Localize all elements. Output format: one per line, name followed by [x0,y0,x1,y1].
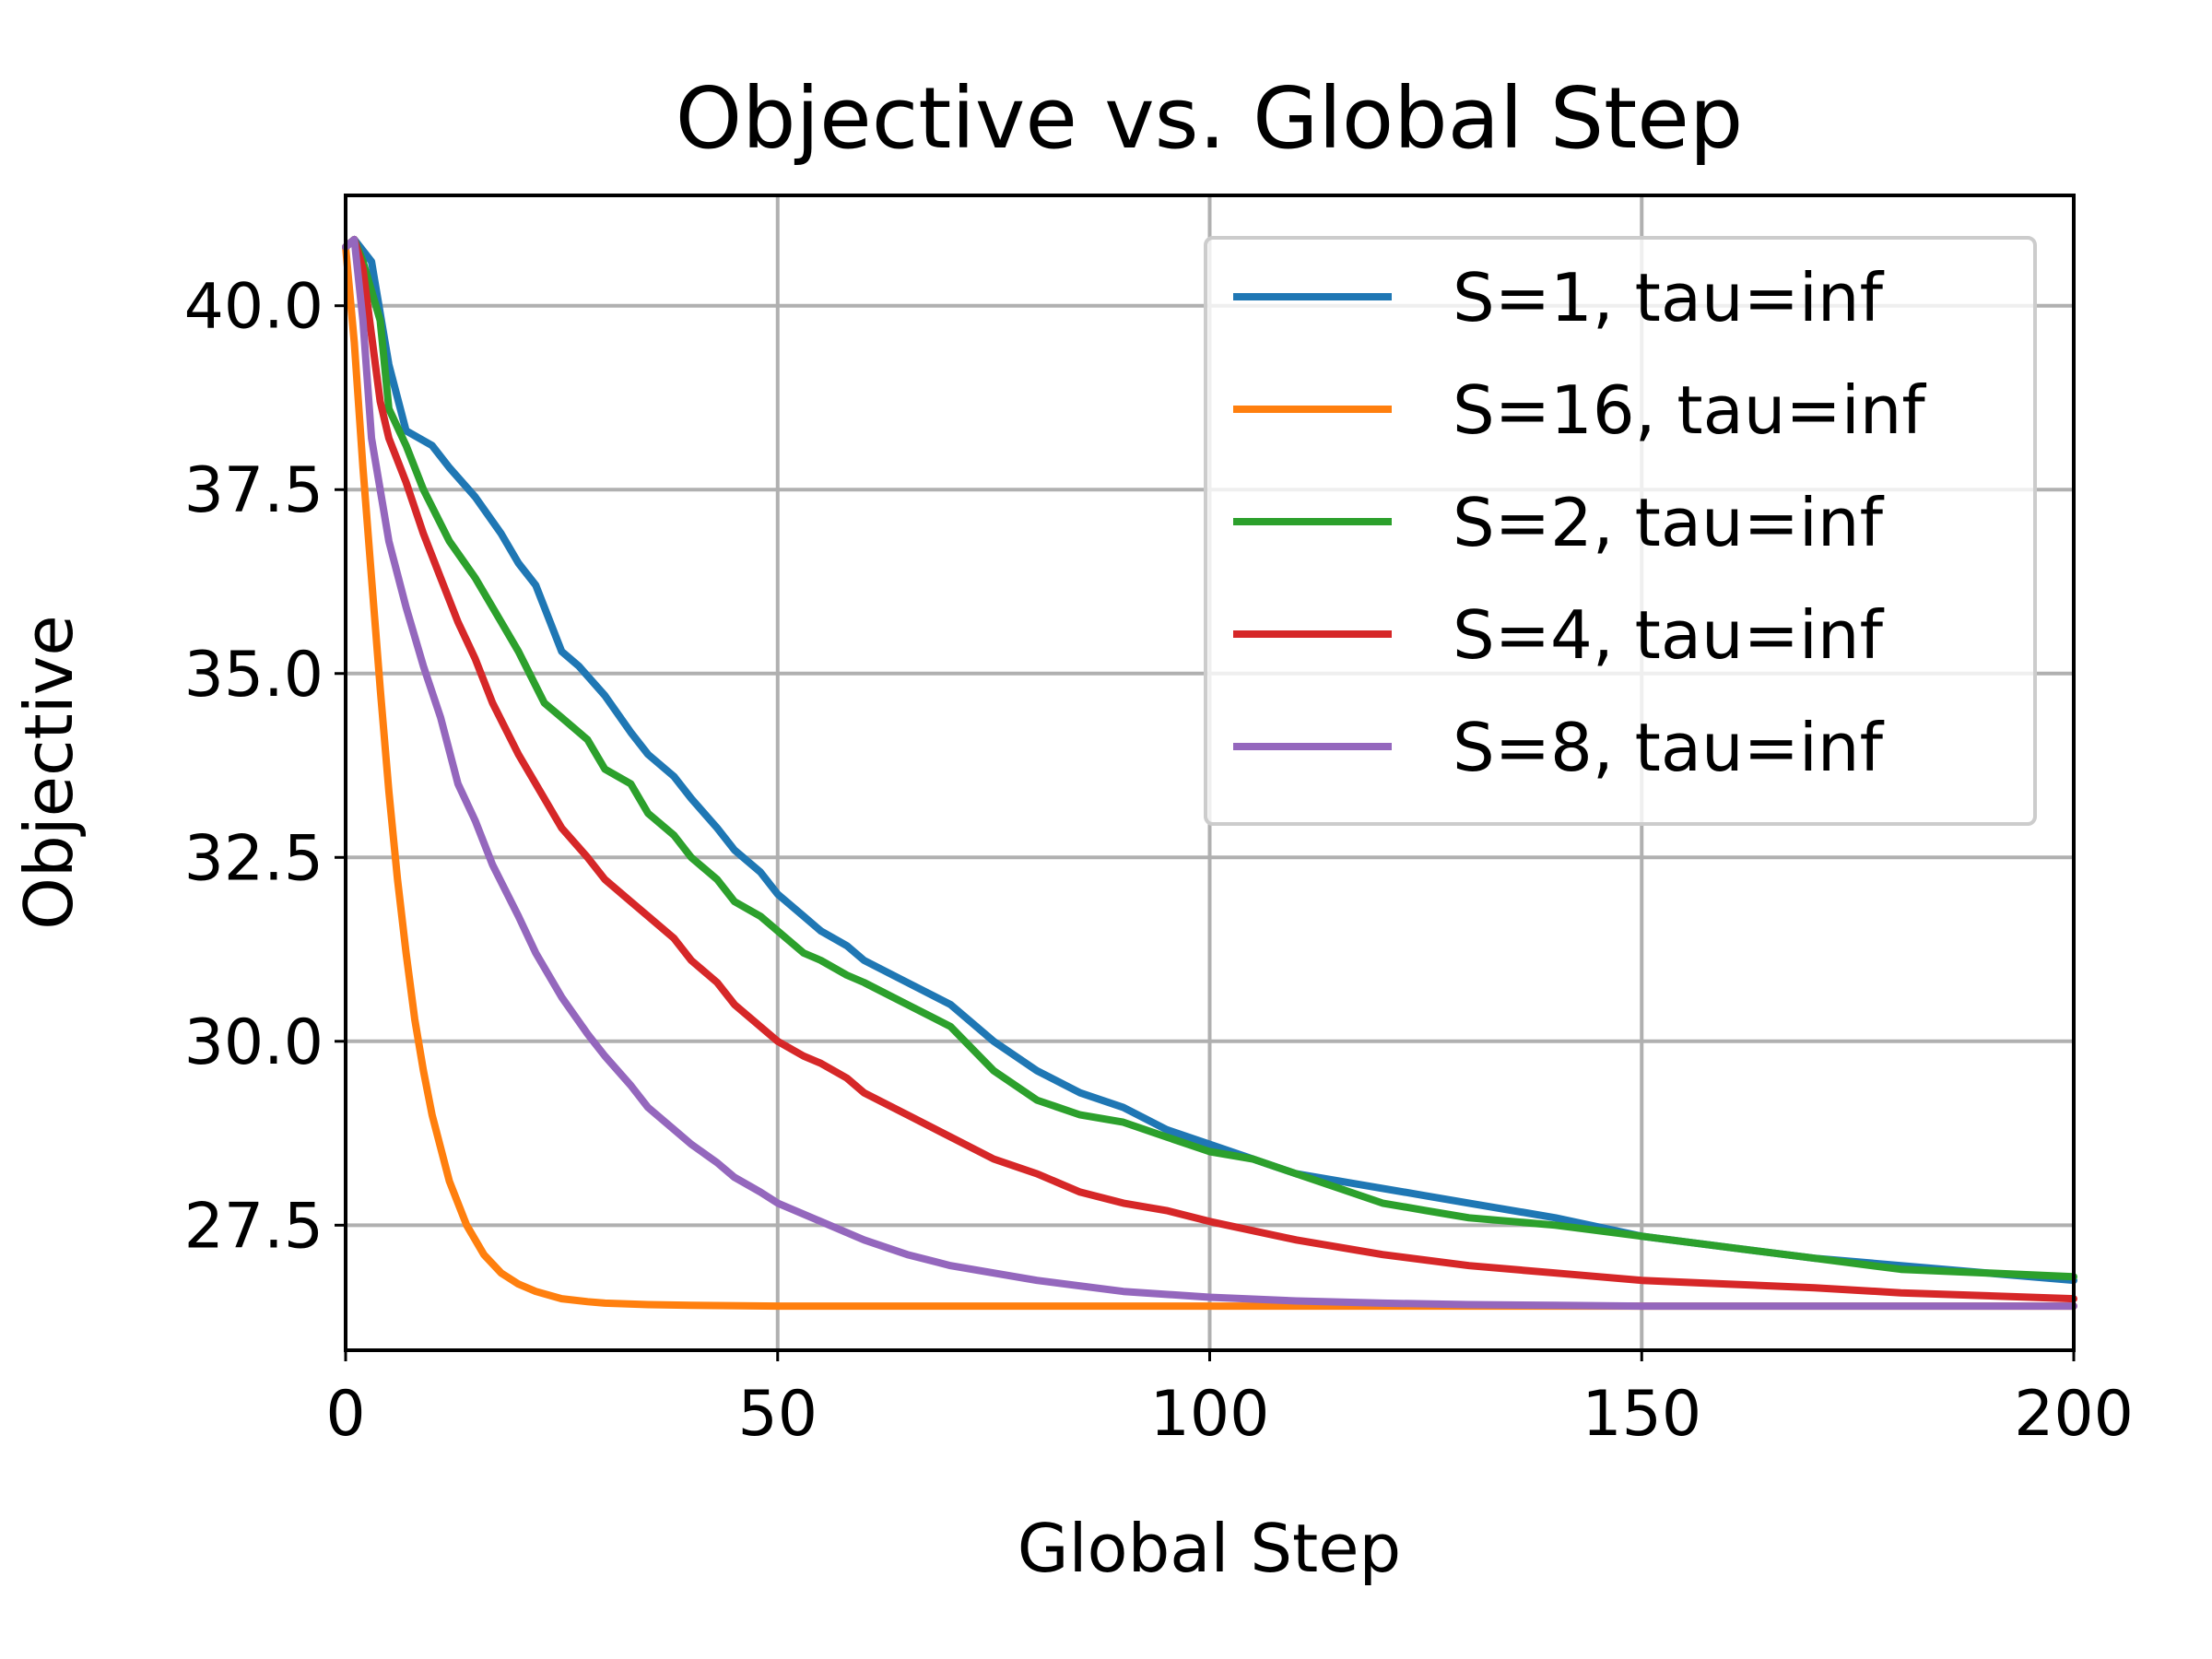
x-tick-label: 50 [737,1378,818,1451]
x-tick-label: 150 [1582,1378,1701,1451]
legend-box [1204,236,2037,826]
x-tick-label: 0 [325,1378,365,1451]
legend: S=1, tau=inf S=16, tau=inf S=2, tau=inf S=4… [1204,236,2037,826]
chart-title: Objective vs. Global Step [676,69,1744,168]
y-tick-label: 30.0 [184,1006,324,1079]
x-tick-label: 200 [2014,1378,2134,1451]
series-line-s-16-tau-inf [342,242,2077,1311]
series-line-s-4-tau-inf [342,235,2077,1303]
y-tick-label: 37.5 [184,454,324,527]
legend-label: S=8, tau=inf [1453,709,1885,786]
series-line-s-1-tau-inf [342,235,2077,1285]
series-line-s-2-tau-inf [342,235,2077,1281]
legend-label: S=2, tau=inf [1453,484,1885,561]
legend-label: S=1, tau=inf [1453,259,1885,336]
y-tick-label: 40.0 [184,271,324,344]
x-axis-label: Global Step [1018,1510,1402,1587]
y-axis-label: Objective [10,615,88,929]
y-tick-label: 27.5 [184,1190,324,1263]
series-line-s-8-tau-inf [342,235,2077,1311]
y-tick-label: 35.0 [184,639,324,712]
legend-label: S=4, tau=inf [1453,596,1885,674]
y-tick-label: 32.5 [184,822,324,895]
ticks: 0 50 100 150 200 27.5 30.0 32.5 35.0 37.5 40.0 [184,271,2134,1451]
plot-lines [342,235,2077,1311]
x-tick-label: 100 [1150,1378,1270,1451]
legend-label: S=16, tau=inf [1453,371,1926,449]
